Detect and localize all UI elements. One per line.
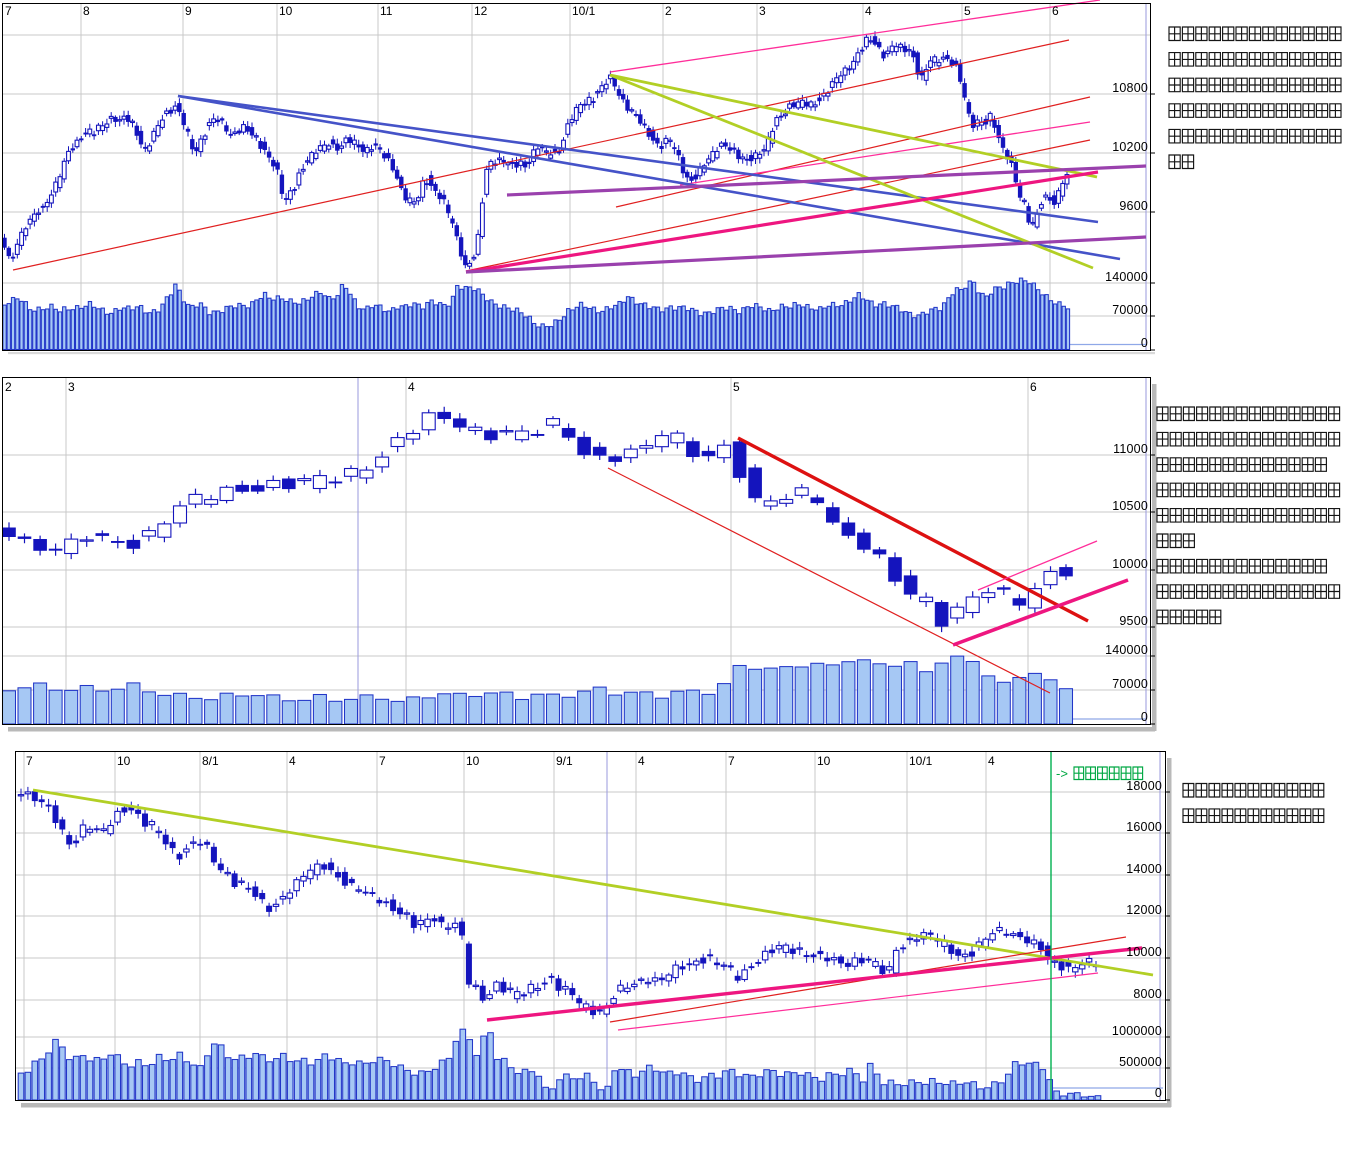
svg-text:10: 10 [466, 754, 480, 768]
svg-text:10000: 10000 [1112, 557, 1148, 571]
svg-text:5: 5 [964, 4, 971, 18]
svg-text:140000: 140000 [1105, 270, 1148, 284]
svg-text:->: -> [1056, 766, 1068, 781]
svg-text:500000: 500000 [1119, 1055, 1162, 1069]
svg-text:8: 8 [83, 4, 90, 18]
svg-text:1000000: 1000000 [1112, 1024, 1162, 1038]
svg-text:2: 2 [5, 380, 12, 394]
svg-text:10200: 10200 [1112, 140, 1148, 154]
svg-text:11: 11 [380, 4, 393, 18]
svg-text:6: 6 [1052, 4, 1059, 18]
svg-text:12: 12 [474, 4, 488, 18]
svg-text:7: 7 [5, 4, 12, 18]
svg-text:9600: 9600 [1119, 199, 1148, 213]
svg-text:3: 3 [759, 4, 766, 18]
svg-text:9500: 9500 [1119, 614, 1148, 628]
svg-text:10000: 10000 [1126, 945, 1162, 959]
svg-text:16000: 16000 [1126, 820, 1162, 834]
svg-text:10800: 10800 [1112, 81, 1148, 95]
svg-text:10/1: 10/1 [909, 754, 933, 768]
svg-text:4: 4 [865, 4, 872, 18]
svg-text:6: 6 [1030, 380, 1037, 394]
svg-text:0: 0 [1141, 336, 1148, 350]
svg-text:12000: 12000 [1126, 903, 1162, 917]
svg-text:8/1: 8/1 [202, 754, 219, 768]
svg-text:2: 2 [665, 4, 672, 18]
svg-text:5: 5 [733, 380, 740, 394]
svg-text:7: 7 [379, 754, 386, 768]
svg-text:4: 4 [638, 754, 645, 768]
svg-text:9: 9 [185, 4, 192, 18]
svg-text:7: 7 [26, 754, 33, 768]
svg-text:10/1: 10/1 [572, 4, 596, 18]
svg-text:70000: 70000 [1112, 303, 1148, 317]
svg-text:7: 7 [728, 754, 735, 768]
svg-text:70000: 70000 [1112, 677, 1148, 691]
svg-text:10: 10 [817, 754, 831, 768]
svg-text:140000: 140000 [1105, 643, 1148, 657]
svg-text:18000: 18000 [1126, 779, 1162, 793]
svg-text:3: 3 [68, 380, 75, 394]
svg-text:11000: 11000 [1113, 442, 1148, 456]
svg-text:4: 4 [988, 754, 995, 768]
svg-text:0: 0 [1141, 710, 1148, 724]
svg-text:10500: 10500 [1112, 499, 1148, 513]
svg-text:4: 4 [289, 754, 296, 768]
svg-text:4: 4 [408, 380, 415, 394]
svg-text:8000: 8000 [1133, 987, 1162, 1001]
svg-text:10: 10 [279, 4, 293, 18]
svg-text:0: 0 [1155, 1086, 1162, 1100]
svg-text:9/1: 9/1 [556, 754, 573, 768]
svg-text:10: 10 [117, 754, 131, 768]
svg-text:14000: 14000 [1126, 862, 1162, 876]
